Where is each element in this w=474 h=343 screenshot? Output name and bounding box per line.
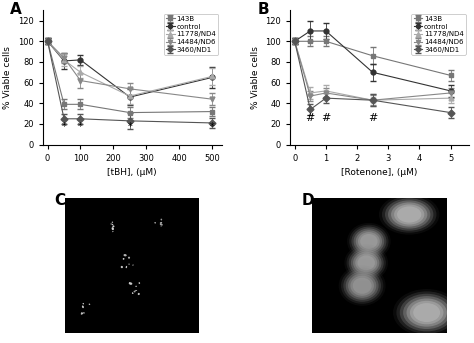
Ellipse shape xyxy=(396,292,457,334)
Ellipse shape xyxy=(112,231,114,232)
Ellipse shape xyxy=(81,312,82,315)
Ellipse shape xyxy=(112,224,113,225)
Text: C: C xyxy=(55,193,65,208)
Ellipse shape xyxy=(341,268,383,304)
Legend: 143B, control, 11778/ND4, 14484/ND6, 3460/ND1: 143B, control, 11778/ND4, 14484/ND6, 346… xyxy=(411,14,466,55)
Text: *: * xyxy=(128,122,132,132)
Ellipse shape xyxy=(138,282,140,284)
Ellipse shape xyxy=(126,266,127,268)
Ellipse shape xyxy=(354,228,384,254)
Ellipse shape xyxy=(353,252,379,274)
Ellipse shape xyxy=(83,312,85,314)
Ellipse shape xyxy=(136,286,137,287)
Ellipse shape xyxy=(345,244,388,281)
Ellipse shape xyxy=(110,223,112,225)
Text: #: # xyxy=(306,113,315,123)
Y-axis label: % Viable cells: % Viable cells xyxy=(251,46,260,109)
Ellipse shape xyxy=(356,253,377,272)
Ellipse shape xyxy=(351,250,382,276)
Ellipse shape xyxy=(338,265,386,306)
Text: #: # xyxy=(368,113,377,123)
Ellipse shape xyxy=(347,223,391,260)
X-axis label: [Rotenone], (μM): [Rotenone], (μM) xyxy=(341,168,418,177)
Ellipse shape xyxy=(128,257,130,259)
Ellipse shape xyxy=(138,293,140,295)
Ellipse shape xyxy=(353,277,372,294)
Ellipse shape xyxy=(82,306,84,308)
Ellipse shape xyxy=(346,246,386,280)
Ellipse shape xyxy=(379,194,439,235)
Ellipse shape xyxy=(82,313,83,314)
Ellipse shape xyxy=(111,227,114,230)
Ellipse shape xyxy=(128,263,130,265)
Ellipse shape xyxy=(129,282,130,284)
Ellipse shape xyxy=(343,270,381,302)
Ellipse shape xyxy=(132,264,134,266)
Ellipse shape xyxy=(82,303,84,304)
Ellipse shape xyxy=(132,292,134,294)
Ellipse shape xyxy=(388,200,430,228)
X-axis label: [tBH], (μM): [tBH], (μM) xyxy=(108,168,157,177)
Ellipse shape xyxy=(357,256,375,270)
Ellipse shape xyxy=(358,232,380,251)
Ellipse shape xyxy=(350,276,374,296)
Y-axis label: % Viable cells: % Viable cells xyxy=(3,46,12,109)
Ellipse shape xyxy=(356,230,382,252)
Ellipse shape xyxy=(385,198,433,230)
Ellipse shape xyxy=(155,222,156,224)
Ellipse shape xyxy=(348,274,376,298)
Ellipse shape xyxy=(382,196,437,233)
Text: *: * xyxy=(78,122,83,132)
Ellipse shape xyxy=(135,290,137,291)
Text: D: D xyxy=(302,193,314,208)
Ellipse shape xyxy=(394,204,424,225)
Text: A: A xyxy=(10,2,22,17)
Ellipse shape xyxy=(403,296,450,329)
Ellipse shape xyxy=(346,272,379,300)
Ellipse shape xyxy=(391,202,428,227)
Ellipse shape xyxy=(413,303,440,322)
Ellipse shape xyxy=(360,234,378,249)
Ellipse shape xyxy=(112,225,114,227)
Ellipse shape xyxy=(349,248,383,277)
Ellipse shape xyxy=(123,258,125,260)
Text: *: * xyxy=(62,122,66,132)
Text: *: * xyxy=(210,122,214,132)
Ellipse shape xyxy=(161,226,162,227)
Ellipse shape xyxy=(400,294,454,331)
Ellipse shape xyxy=(89,304,90,305)
Ellipse shape xyxy=(161,218,162,221)
Ellipse shape xyxy=(410,301,444,324)
Legend: 143B, control, 11778/ND4, 14484/ND6, 3460/ND1: 143B, control, 11778/ND4, 14484/ND6, 346… xyxy=(164,14,219,55)
Ellipse shape xyxy=(351,227,386,256)
Ellipse shape xyxy=(121,266,123,268)
Text: #: # xyxy=(321,113,330,123)
Ellipse shape xyxy=(393,289,460,336)
Ellipse shape xyxy=(124,254,127,256)
Ellipse shape xyxy=(160,222,162,224)
Ellipse shape xyxy=(407,298,447,327)
Ellipse shape xyxy=(129,282,132,285)
Ellipse shape xyxy=(112,222,113,223)
Ellipse shape xyxy=(160,224,163,226)
Ellipse shape xyxy=(397,206,421,223)
Ellipse shape xyxy=(134,291,136,293)
Text: B: B xyxy=(258,2,269,17)
Ellipse shape xyxy=(349,225,389,258)
